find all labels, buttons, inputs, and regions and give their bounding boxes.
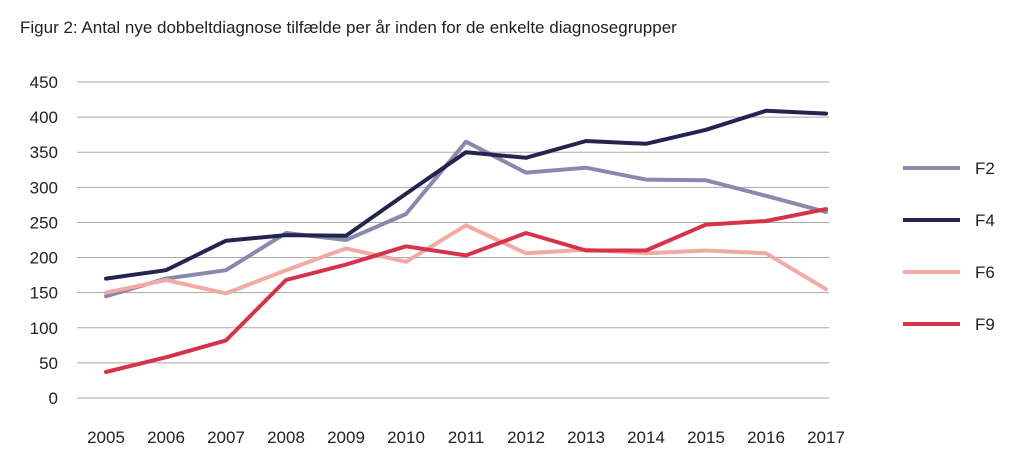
gridlines: [77, 81, 829, 399]
x-tick-label: 2009: [327, 428, 365, 447]
y-tick-label: 0: [49, 389, 58, 408]
chart-title: Figur 2: Antal nye dobbeltdiagnose tilfæ…: [20, 18, 677, 37]
y-tick-label: 250: [30, 213, 58, 232]
y-tick-label: 200: [30, 249, 58, 268]
y-tick-label: 400: [30, 108, 58, 127]
x-tick-label: 2017: [807, 428, 845, 447]
x-tick-label: 2014: [627, 428, 665, 447]
y-tick-label: 300: [30, 178, 58, 197]
series-line-f4: [104, 108, 828, 281]
x-tick-label: 2007: [207, 428, 245, 447]
x-tick-label: 2005: [87, 428, 125, 447]
x-tick-label: 2016: [747, 428, 785, 447]
legend-label-f4: F4: [975, 211, 995, 230]
y-tick-label: 50: [39, 354, 58, 373]
x-tick-label: 2012: [507, 428, 545, 447]
y-axis-ticks: 0 50 100 150 200 250 300 350 400 450: [30, 73, 58, 408]
x-axis-ticks: 2005 2006 2007 2008 2009 2010 2011 2012 2013 2014…: [87, 428, 845, 447]
x-tick-label: 2006: [147, 428, 185, 447]
series-line-f6: [104, 223, 828, 296]
y-tick-label: 100: [30, 319, 58, 338]
series-line-f2: [104, 139, 828, 299]
y-tick-label: 150: [30, 284, 58, 303]
legend-label-f6: F6: [975, 263, 995, 282]
legend-label-f9: F9: [975, 315, 995, 334]
x-tick-label: 2010: [387, 428, 425, 447]
x-tick-label: 2011: [448, 428, 485, 447]
y-tick-label: 350: [30, 143, 58, 162]
series-lines: [104, 108, 828, 374]
x-tick-label: 2008: [267, 428, 305, 447]
y-tick-label: 450: [30, 73, 58, 92]
x-tick-label: 2015: [687, 428, 725, 447]
legend: F2 F4 F6 F9: [903, 159, 995, 334]
x-tick-label: 2013: [567, 428, 605, 447]
legend-label-f2: F2: [975, 159, 995, 178]
series-line-f9: [104, 207, 828, 374]
